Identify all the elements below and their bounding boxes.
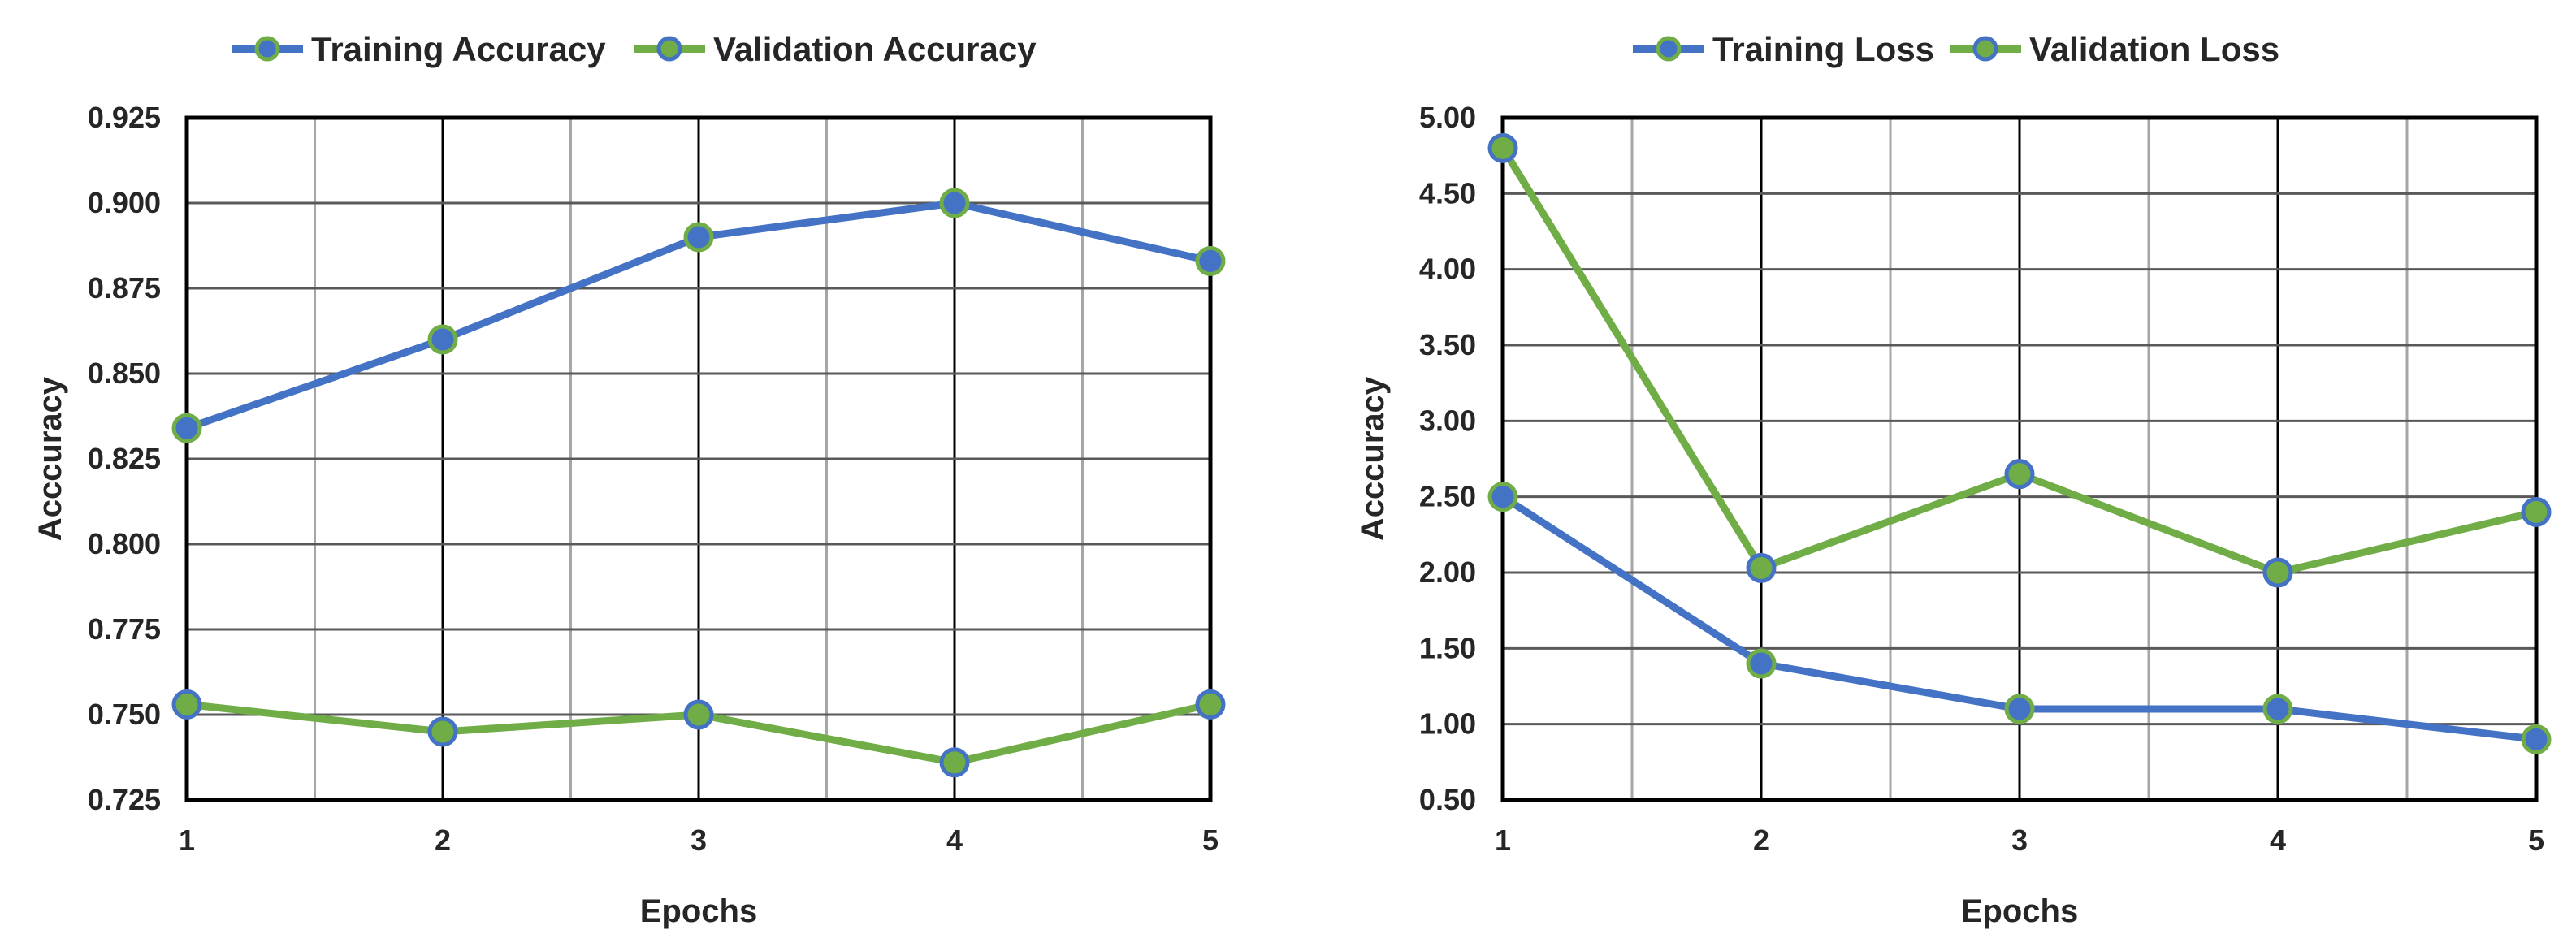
y-axis-title: Acccuracy <box>32 376 68 541</box>
y-tick-label: 1.50 <box>1419 631 1476 664</box>
accuracy-chart: 0.725 0.750 0.775 0.800 0.825 0.850 0.875 0.900… <box>32 30 1226 929</box>
plot-area-border <box>184 115 1213 802</box>
y-axis-title: Acccuracy <box>1355 376 1391 541</box>
data-point <box>1746 648 1777 679</box>
plot-area-border <box>1500 115 2539 802</box>
x-tick-label: 1 <box>1495 823 1511 857</box>
data-point <box>2521 724 2552 754</box>
x-tick-label: 2 <box>435 823 451 857</box>
legend: Training Loss Validation Loss <box>1633 30 2279 68</box>
x-tick-label: 4 <box>946 823 963 857</box>
y-tick-label: 0.775 <box>88 612 161 646</box>
x-tick-label: 2 <box>1753 823 1769 857</box>
y-tick-label: 5.00 <box>1419 101 1476 134</box>
legend-swatch-marker <box>1656 36 1682 62</box>
x-tick-label: 1 <box>179 823 195 857</box>
data-point <box>2004 459 2035 490</box>
data-point <box>2262 557 2293 588</box>
y-tick-label: 0.50 <box>1419 783 1476 816</box>
x-tick-label: 3 <box>2011 823 2028 857</box>
y-tick-label: 2.50 <box>1419 480 1476 513</box>
legend-swatch-marker <box>1972 36 1998 62</box>
data-point <box>2004 694 2035 724</box>
x-tick-label: 3 <box>691 823 707 857</box>
legend-label: Training Accuracy <box>311 30 606 68</box>
x-axis-title: Epochs <box>640 893 757 929</box>
series-validation-loss <box>1487 132 2552 588</box>
y-tick-label: 0.900 <box>88 186 161 219</box>
data-point <box>939 747 970 778</box>
y-tick-label: 1.00 <box>1419 707 1476 741</box>
legend: Training Accuracy Validation Accuracy <box>232 30 1037 68</box>
gridlines <box>185 116 1212 802</box>
y-tick-label: 3.00 <box>1419 404 1476 437</box>
x-tick-label: 5 <box>2528 823 2544 857</box>
y-tick-label: 0.800 <box>88 527 161 560</box>
y-tick-label: 4.50 <box>1419 176 1476 210</box>
loss-chart: 0.50 1.00 1.50 2.00 2.50 3.00 3.50 4.00 4.50 5.00… <box>1355 30 2552 929</box>
y-tick-label: 0.875 <box>88 271 161 305</box>
legend-swatch-marker <box>656 36 682 62</box>
legend-label: Validation Accuracy <box>713 30 1037 68</box>
y-tick-label: 2.00 <box>1419 555 1476 589</box>
series-validation-accuracy <box>171 689 1226 778</box>
data-point <box>1195 245 1226 276</box>
data-point <box>939 188 970 218</box>
data-point <box>427 324 458 355</box>
x-axis-title: Epochs <box>1961 893 2078 929</box>
series-training-loss <box>1487 482 2552 754</box>
data-point <box>683 699 714 730</box>
y-tick-label: 3.50 <box>1419 328 1476 361</box>
legend-label: Validation Loss <box>2029 30 2279 68</box>
y-tick-label: 0.725 <box>88 783 161 816</box>
y-tick-label: 0.750 <box>88 698 161 731</box>
legend-label: Training Loss <box>1712 30 1934 68</box>
data-point <box>2262 694 2293 724</box>
data-point <box>1195 689 1226 720</box>
x-tick-label: 5 <box>1202 823 1219 857</box>
y-tick-label: 4.00 <box>1419 253 1476 286</box>
y-tick-label: 0.850 <box>88 357 161 390</box>
y-tick-label: 0.825 <box>88 442 161 475</box>
data-point <box>1746 552 1777 583</box>
series-training-accuracy <box>171 188 1226 443</box>
data-point <box>171 413 202 443</box>
legend-swatch-marker <box>254 36 280 62</box>
data-point <box>427 716 458 747</box>
data-point <box>1487 132 1518 163</box>
data-point <box>171 689 202 720</box>
data-point <box>683 222 714 253</box>
data-point <box>2521 496 2552 527</box>
x-tick-label: 4 <box>2270 823 2286 857</box>
y-tick-label: 0.925 <box>88 101 161 134</box>
data-point <box>1487 482 1518 512</box>
